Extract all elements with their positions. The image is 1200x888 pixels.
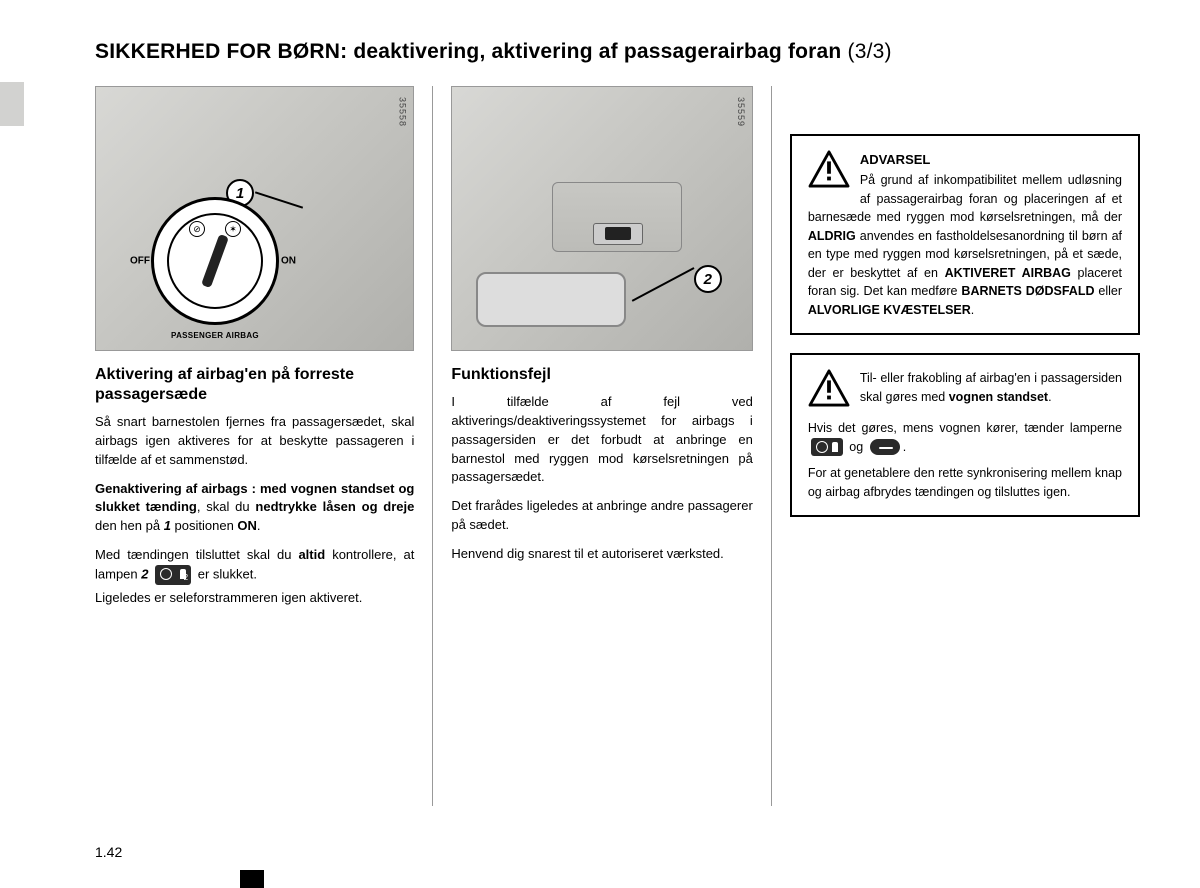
dial-icon-deactivate: ⊘ <box>189 221 205 237</box>
heading-malfunction: Funktionsfejl <box>451 365 752 385</box>
para-4: Ligeledes er seleforstrammeren igen akti… <box>95 589 414 608</box>
para-m1: I tilfælde af fejl ved aktiverings/deakt… <box>451 393 752 487</box>
dial-slot <box>201 234 229 288</box>
para-2: Genaktivering af airbags : med vognen st… <box>95 480 414 537</box>
heading-activation: Aktivering af airbag'en på forreste pass… <box>95 365 414 405</box>
dial-off-label: OFF <box>130 256 150 267</box>
rearview-mirror <box>476 272 626 327</box>
overhead-console <box>552 182 682 252</box>
airbag-lamp-icon <box>811 438 843 456</box>
para-3: Med tændingen tilsluttet skal du altid k… <box>95 546 414 585</box>
callout-line-1 <box>255 191 303 208</box>
dial-icon-activate: ✶ <box>225 221 241 237</box>
wrench-lamp-icon <box>870 439 900 455</box>
footer-tab <box>240 870 264 888</box>
para-1: Så snart barnestolen fjernes fra passage… <box>95 413 414 470</box>
callout-2: 2 <box>694 265 722 293</box>
warning-triangle-icon <box>808 369 850 407</box>
dial-bottom-label: PASSENGER AIRBAG <box>154 331 276 340</box>
figure-id: 35558 <box>397 97 407 127</box>
dial-inner: ⊘ ✶ <box>167 213 263 309</box>
warning-box-main: ADVARSEL På grund af inkompatibilitet me… <box>790 134 1140 335</box>
callout-line-2 <box>632 267 695 302</box>
warning2-p3: For at genetablere den rette synkroniser… <box>808 464 1122 501</box>
airbag-dial: ⊘ ✶ OFF ON PASSENGER AIRBAG <box>151 197 279 325</box>
margin-tab <box>0 82 24 126</box>
para-m2: Det frarådes ligeledes at anbringe andre… <box>451 497 752 535</box>
figure-airbag-switch: 35558 1 ⊘ ✶ OFF ON PASSENGER AIRBAG <box>95 86 414 351</box>
column-middle: 35559 2 Funktionsfejl I tilfælde af fejl… <box>433 86 771 806</box>
para-m3: Henvend dig snarest til et autoriseret v… <box>451 545 752 564</box>
warning-title: ADVARSEL <box>808 150 1122 169</box>
warning-triangle-icon <box>808 150 850 188</box>
dial-on-label: ON <box>281 256 296 267</box>
page-number: 1.42 <box>95 844 122 860</box>
title-main: SIKKERHED FOR BØRN: deaktivering, aktive… <box>95 40 841 63</box>
overhead-indicator <box>605 227 631 240</box>
content-columns: 35558 1 ⊘ ✶ OFF ON PASSENGER AIRBAG Akti… <box>95 86 1140 806</box>
figure-overhead-console: 35559 2 <box>451 86 752 351</box>
warning2-p2: Hvis det gøres, mens vognen kører, tænde… <box>808 419 1122 456</box>
title-suffix: (3/3) <box>848 40 892 63</box>
column-left: 35558 1 ⊘ ✶ OFF ON PASSENGER AIRBAG Akti… <box>95 86 433 806</box>
page-title: SIKKERHED FOR BØRN: deaktivering, aktive… <box>95 40 1140 64</box>
column-right: ADVARSEL På grund af inkompatibilitet me… <box>772 86 1140 806</box>
airbag-indicator-icon: 2 <box>155 565 191 585</box>
warning-box-secondary: Til- eller frakobling af airbag'en i pas… <box>790 353 1140 517</box>
figure-id: 35559 <box>736 97 746 127</box>
